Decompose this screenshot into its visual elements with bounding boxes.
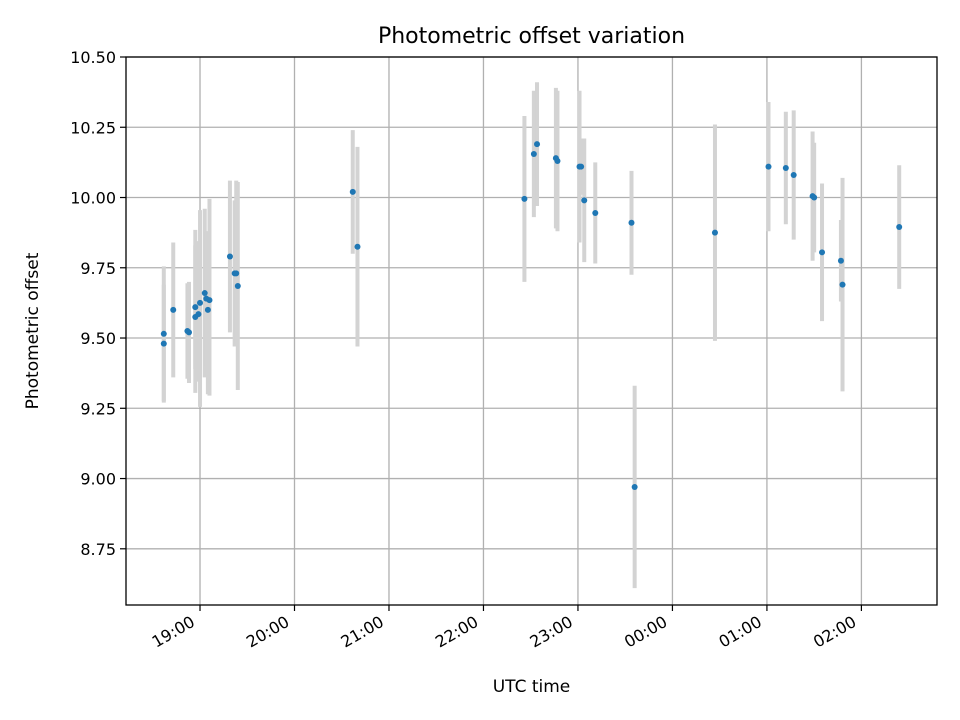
data-point [354,243,361,250]
data-point [811,194,818,201]
data-point [837,257,844,264]
y-tick-label: 10.50 [70,48,116,67]
data-point [349,188,356,195]
data-point [521,195,528,202]
data-point [233,270,240,277]
data-point [234,283,241,290]
x-axis-label: UTC time [493,677,571,697]
data-point [192,304,199,311]
data-point [534,141,541,148]
plot-frame [125,56,938,606]
y-tick-label: 9.50 [80,329,116,348]
data-point [628,219,635,226]
y-tick-label: 9.25 [80,399,116,418]
chart-title: Photometric offset variation [378,24,685,49]
data-point [782,165,789,172]
data-point [530,150,537,157]
data-point [581,197,588,204]
data-point [839,281,846,288]
data-point [170,306,177,313]
data-point [197,299,204,306]
data-point [195,311,202,318]
data-point [896,224,903,231]
y-axis-label: Photometric offset [23,252,43,409]
grid-lines [126,56,937,605]
data-point [592,209,599,216]
data-point [631,483,638,490]
data-point [160,340,167,347]
y-tick-label: 9.75 [80,259,116,278]
data-point [201,290,208,297]
data-point [790,172,797,179]
y-tick-label: 10.00 [70,189,116,208]
data-points [160,141,903,490]
data-point [206,297,213,304]
data-point [711,229,718,236]
data-point [204,306,211,313]
y-tick-label: 10.25 [70,118,116,137]
data-point [554,157,561,164]
data-point [226,253,233,260]
data-point [160,330,167,337]
data-point [819,249,826,256]
y-tick-label: 8.75 [80,540,116,559]
data-point [185,329,192,336]
y-tick-label: 9.00 [80,470,116,489]
data-point [578,163,585,170]
data-point [765,163,772,170]
